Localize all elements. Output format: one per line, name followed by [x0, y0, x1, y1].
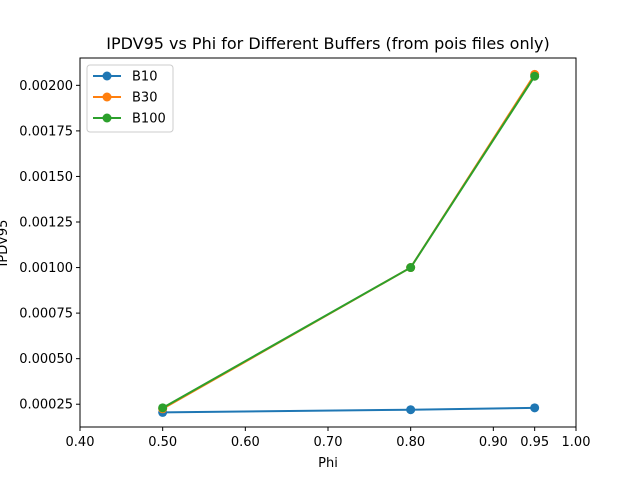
legend-label-b10: B10: [132, 70, 157, 85]
legend-marker-b100: [102, 113, 112, 123]
legend-marker-b30: [102, 92, 112, 102]
x-axis-label: Phi: [318, 456, 338, 471]
y-tick-label: 0.00125: [19, 216, 73, 231]
y-tick-label: 0.00025: [19, 398, 73, 413]
y-tick-label: 0.00175: [19, 124, 73, 139]
x-tick-label: 0.90: [479, 435, 508, 450]
y-tick-label: 0.00150: [19, 170, 73, 185]
data-point-b100: [158, 403, 168, 413]
legend-label-b100: B100: [132, 112, 166, 127]
data-point-b100: [406, 263, 416, 273]
y-axis-label: IPDV95: [0, 220, 11, 267]
legend-label-b30: B30: [132, 91, 157, 106]
x-tick-label: 0.70: [314, 435, 343, 450]
x-tick-label: 0.50: [148, 435, 177, 450]
legend-marker-b10: [102, 71, 112, 81]
data-point-b100: [530, 71, 540, 81]
data-point-b10: [530, 403, 540, 413]
x-tick-label: 0.80: [396, 435, 425, 450]
x-tick-label: 1.00: [562, 435, 591, 450]
y-tick-label: 0.00100: [19, 261, 73, 276]
plot-area: 0.40 0.50 0.60 0.70 0.80 0.90 0.95 1.00 0.00025 0…: [19, 57, 591, 450]
data-point-b10: [406, 405, 416, 415]
y-tick-label: 0.00050: [19, 352, 73, 367]
x-tick-label: 0.60: [231, 435, 260, 450]
y-tick-label: 0.00075: [19, 307, 73, 322]
chart-title: IPDV95 vs Phi for Different Buffers (fro…: [106, 34, 550, 53]
y-tick-label: 0.00200: [19, 79, 73, 94]
x-tick-label: 0.95: [520, 435, 549, 450]
x-tick-label: 0.40: [66, 435, 95, 450]
